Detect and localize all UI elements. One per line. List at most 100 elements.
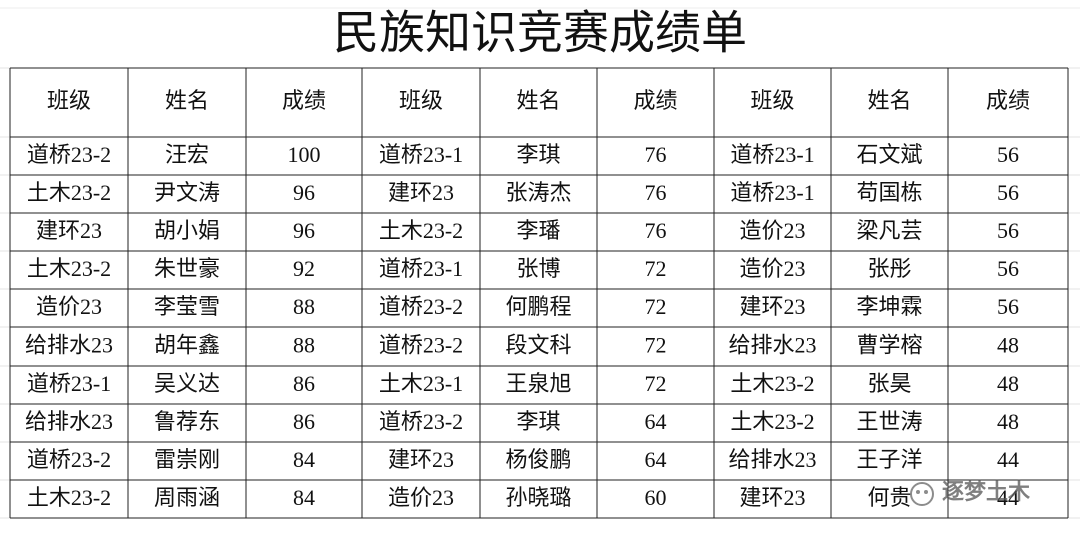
table-cell: 李琪 [516, 142, 560, 167]
table-cell: 汪宏 [165, 142, 209, 167]
table-cell: 李璠 [516, 218, 560, 243]
table-cell: 李莹雪 [154, 294, 220, 319]
table-cell: 土木23-2 [730, 371, 814, 396]
table-cell: 李坤霖 [856, 294, 922, 319]
table-cell: 给排水23 [25, 409, 113, 434]
table-cell: 建环23 [739, 294, 805, 319]
table-cell: 造价23 [36, 294, 102, 319]
table-cell: 土木23-2 [379, 218, 463, 243]
table-cell: 56 [997, 218, 1019, 243]
table-cell: 土木23-2 [27, 485, 111, 510]
table-cell: 土木23-2 [27, 180, 111, 205]
table-cell: 张涛杰 [505, 180, 571, 205]
table-cell: 雷崇刚 [154, 447, 220, 472]
watermark-text: 逐梦土木 [942, 479, 1031, 504]
table-cell: 道桥23-1 [730, 142, 814, 167]
table-cell: 尹文涛 [154, 180, 220, 205]
table-cell: 76 [645, 142, 667, 167]
table-cell: 56 [997, 180, 1019, 205]
header-cell: 成绩 [633, 88, 677, 113]
table-cell: 88 [293, 333, 315, 358]
table-cell: 64 [645, 409, 667, 434]
table-cell: 造价23 [388, 485, 454, 510]
table-cell: 道桥23-2 [27, 142, 111, 167]
table-cell: 建环23 [36, 218, 102, 243]
table-cell: 给排水23 [728, 333, 816, 358]
table-cell: 造价23 [739, 218, 805, 243]
table-cell: 给排水23 [25, 333, 113, 358]
table-cell: 杨俊鹏 [505, 447, 571, 472]
table-cell: 建环23 [739, 485, 805, 510]
table-cell: 张彤 [867, 256, 911, 281]
table-cell: 胡小娟 [154, 218, 220, 243]
header-cell: 姓名 [165, 88, 209, 113]
table-cell: 76 [645, 218, 667, 243]
header-cell: 姓名 [867, 88, 911, 113]
table-cell: 44 [997, 447, 1019, 472]
table-cell: 96 [293, 180, 315, 205]
header-cell: 姓名 [516, 88, 560, 113]
table-cell: 周雨涵 [154, 485, 220, 510]
watermark-icon-dot [916, 490, 920, 494]
table-cell: 60 [645, 485, 667, 510]
table-cell: 88 [293, 294, 315, 319]
table-cell: 92 [293, 256, 315, 281]
table-cell: 吴义达 [154, 371, 220, 396]
table-cell: 孙晓璐 [505, 485, 571, 510]
table-cell: 建环23 [388, 447, 454, 472]
table-cell: 王子洋 [856, 447, 922, 472]
table-cell: 王世涛 [856, 409, 922, 434]
table-cell: 道桥23-1 [379, 256, 463, 281]
table-cell: 72 [645, 294, 667, 319]
table-cell: 道桥23-1 [27, 371, 111, 396]
table-cell: 道桥23-2 [379, 294, 463, 319]
header-cell: 班级 [750, 88, 794, 113]
table-cell: 石文斌 [856, 142, 922, 167]
table-cell: 72 [645, 256, 667, 281]
watermark-icon [910, 482, 934, 506]
table-cell: 道桥23-2 [27, 447, 111, 472]
table-cell: 64 [645, 447, 667, 472]
table-cell: 道桥23-1 [379, 142, 463, 167]
table-cell: 何鹏程 [505, 294, 571, 319]
table-cell: 72 [645, 333, 667, 358]
table-cell: 96 [293, 218, 315, 243]
table-cell: 造价23 [739, 256, 805, 281]
table-cell: 鲁荐东 [154, 409, 220, 434]
table-cell: 道桥23-2 [379, 409, 463, 434]
table-cell: 曹学榕 [856, 333, 922, 358]
table-cell: 梁凡芸 [856, 218, 922, 243]
table-cell: 李琪 [516, 409, 560, 434]
table-cell: 胡年鑫 [154, 333, 220, 358]
table-cell: 苟国栋 [856, 180, 922, 205]
table-cell: 给排水23 [728, 447, 816, 472]
table-cell: 56 [997, 142, 1019, 167]
header-cell: 班级 [47, 88, 91, 113]
table-cell: 张昊 [867, 371, 911, 396]
watermark-icon-dot [924, 490, 928, 494]
header-cell: 成绩 [986, 88, 1030, 113]
table-cell: 56 [997, 294, 1019, 319]
table-cell: 道桥23-1 [730, 180, 814, 205]
table-cell: 86 [293, 371, 315, 396]
table-cell: 100 [288, 142, 321, 167]
table-cell: 段文科 [505, 333, 571, 358]
watermark: 逐梦土木 [910, 479, 1031, 506]
table-cell: 86 [293, 409, 315, 434]
header-cell: 成绩 [282, 88, 326, 113]
table-cell: 道桥23-2 [379, 333, 463, 358]
table-cell: 朱世豪 [154, 256, 220, 281]
table-cell: 建环23 [388, 180, 454, 205]
table-cell: 张博 [516, 256, 560, 281]
sheet-grid [0, 7, 1080, 519]
table-cell: 72 [645, 371, 667, 396]
table-cell: 何贵 [867, 485, 911, 510]
table-cell: 48 [997, 409, 1019, 434]
table-cell: 84 [293, 485, 315, 510]
table-cell: 土木23-2 [730, 409, 814, 434]
table-cell: 土木23-2 [27, 256, 111, 281]
table-cell: 44 [997, 485, 1019, 510]
